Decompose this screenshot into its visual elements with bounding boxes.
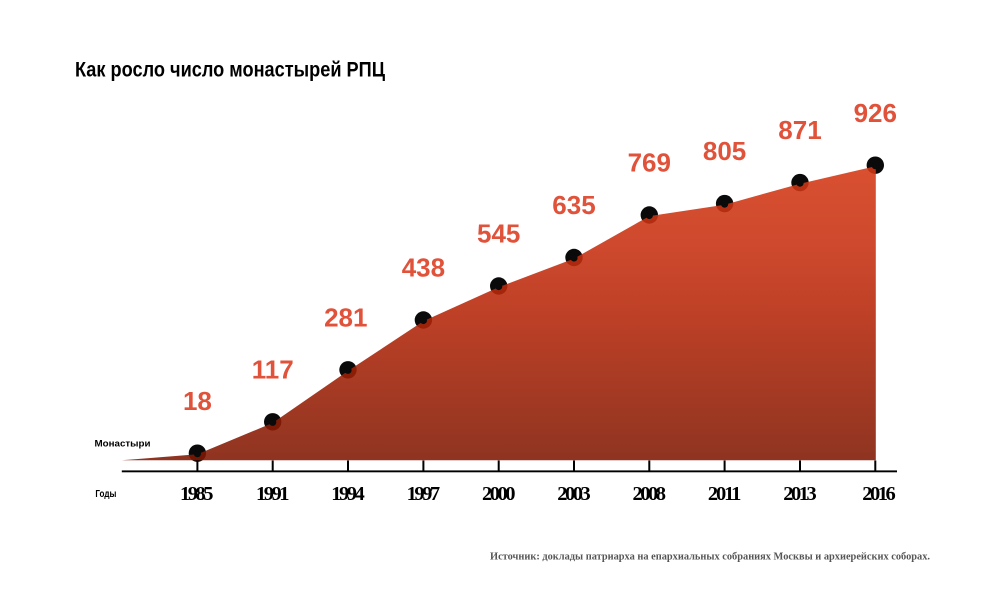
svg-text:545: 545	[477, 219, 520, 249]
svg-text:2000: 2000	[482, 483, 516, 505]
svg-text:1991: 1991	[256, 483, 290, 505]
svg-text:281: 281	[324, 302, 367, 332]
svg-text:926: 926	[854, 98, 897, 128]
svg-text:2003: 2003	[557, 483, 591, 505]
svg-text:635: 635	[552, 190, 595, 220]
svg-text:805: 805	[703, 136, 746, 166]
svg-text:2013: 2013	[783, 483, 817, 505]
svg-text:Годы: Годы	[95, 489, 116, 500]
svg-text:1985: 1985	[180, 483, 214, 505]
svg-text:1994: 1994	[331, 483, 365, 505]
svg-text:Как росло число монастырей РПЦ: Как росло число монастырей РПЦ	[75, 58, 385, 82]
svg-text:2008: 2008	[633, 483, 667, 505]
svg-text:871: 871	[778, 115, 821, 145]
svg-text:117: 117	[252, 354, 294, 384]
svg-text:Источник: доклады патриарха на: Источник: доклады патриарха на епархиаль…	[490, 552, 930, 563]
svg-text:2016: 2016	[862, 483, 896, 505]
svg-text:18: 18	[183, 386, 212, 416]
svg-text:1997: 1997	[407, 483, 441, 505]
svg-text:Монастыри: Монастыри	[95, 439, 151, 449]
svg-text:438: 438	[402, 253, 445, 283]
svg-text:2011: 2011	[708, 483, 742, 505]
svg-text:769: 769	[628, 148, 671, 178]
